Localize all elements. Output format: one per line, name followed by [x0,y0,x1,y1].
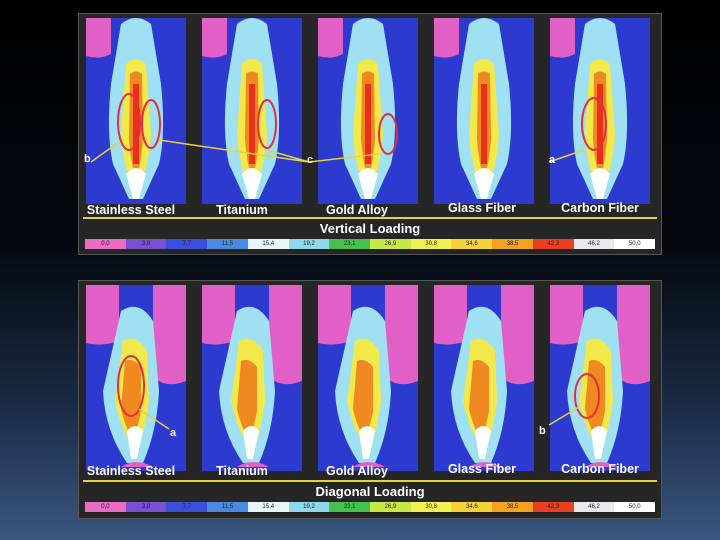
scale-value: 46,2 [573,239,615,249]
scale-value: 34,6 [451,502,493,512]
scale-value: 30,8 [410,239,452,249]
annotation-overlay [117,355,600,430]
scale-value: 7,7 [166,502,208,512]
scale-value: 3,8 [125,502,167,512]
scale-value: 11,5 [207,502,248,512]
material-label: Glass Fiber [447,462,517,476]
stress-map-gold-alloy-vertical [313,14,420,204]
stress-map-titanium-diagonal [197,281,304,471]
stress-map-carbon-fiber-diagonal [545,281,652,471]
material-label: Carbon Fiber [561,201,639,215]
scale-value: 15,4 [247,502,289,512]
annotation-b: b [539,425,546,437]
material-label: Stainless Steel [86,203,176,217]
scale-value: 26,9 [370,239,411,249]
scale-value: 7,7 [166,239,208,249]
loading-title: Diagonal Loading [315,484,425,499]
scale-value: 15,4 [247,239,289,249]
scale-value: 50,0 [614,502,656,512]
vertical-loading-panel: b c a Stainless Steel Titanium Gold Allo… [78,13,662,255]
scale-value: 3,8 [125,239,167,249]
divider [83,217,657,219]
divider [83,480,657,482]
scale-value: 19,2 [288,239,330,249]
annotation-overlay [90,93,607,163]
stress-map-carbon-fiber-vertical [545,14,652,204]
scale-value: 0,0 [85,239,126,249]
loading-title: Vertical Loading [319,221,421,236]
scale-value: 50,0 [614,239,656,249]
annotation-b: b [84,153,91,165]
scale-value: 30,8 [410,502,452,512]
stress-map-stainless-steel-diagonal [81,281,188,471]
color-scale: 0,0 3,8 7,7 11,5 15,4 19,2 23,1 26,9 30,8 34,6 38,… [85,239,656,249]
stress-map-titanium-vertical [197,14,304,204]
material-label: Titanium [216,203,268,217]
stress-map-glass-fiber-vertical [429,14,536,204]
annotation-a: a [170,427,177,439]
stress-map-gold-alloy-diagonal [313,281,420,471]
annotation-a: a [549,154,556,166]
annotation-c: c [307,154,314,166]
scale-value: 23,1 [329,502,371,512]
material-label: Titanium [216,464,268,478]
scale-value: 42,3 [532,239,574,249]
material-label: Gold Alloy [325,464,389,478]
color-scale: 0,0 3,8 7,7 11,5 15,4 19,2 23,1 26,9 30,8 34,6 38,… [85,502,656,512]
scale-value: 19,2 [288,502,330,512]
material-label: Gold Alloy [325,203,389,217]
stress-map-glass-fiber-diagonal [429,281,536,471]
scale-value: 26,9 [370,502,411,512]
scale-value: 11,5 [207,239,248,249]
scale-value: 38,5 [492,239,533,249]
scale-value: 42,3 [532,502,574,512]
scale-value: 34,6 [451,239,493,249]
material-label: Carbon Fiber [561,462,639,476]
material-label: Stainless Steel [86,464,176,478]
scale-value: 38,5 [492,502,533,512]
diagonal-loading-panel: a b Stainless Steel Titanium Gold Alloy … [78,280,662,519]
material-label: Glass Fiber [447,201,517,215]
scale-value: 46,2 [573,502,615,512]
stress-map-stainless-steel-vertical [81,14,188,204]
scale-value: 23,1 [329,239,371,249]
scale-value: 0,0 [85,502,126,512]
